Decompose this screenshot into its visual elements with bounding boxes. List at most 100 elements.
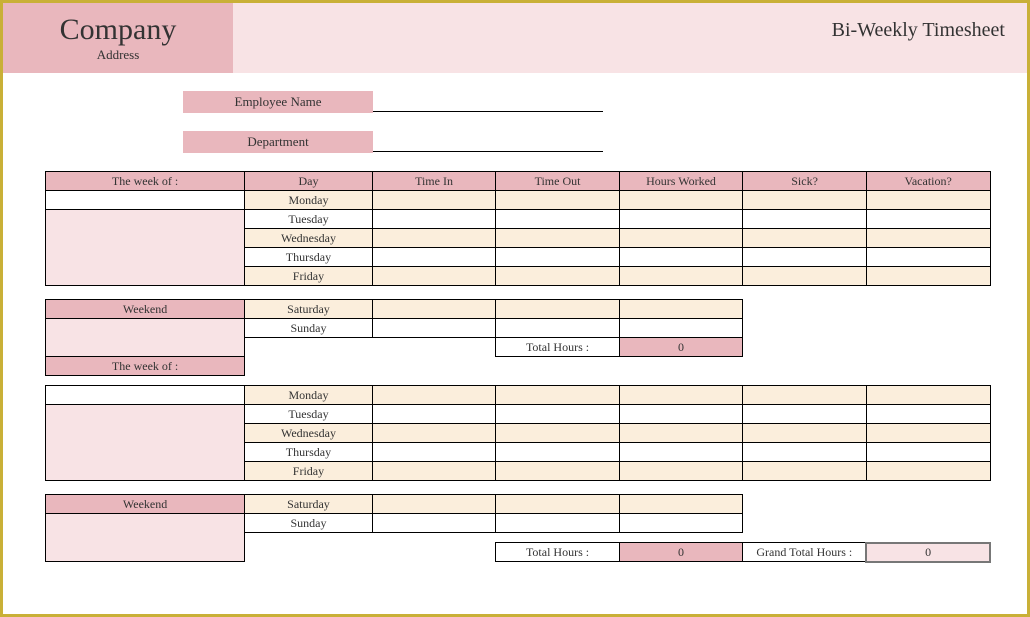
spacer-row	[46, 376, 991, 386]
vacation-cell[interactable]	[866, 229, 990, 248]
sick-cell[interactable]	[743, 248, 867, 267]
time-in-cell[interactable]	[372, 443, 495, 462]
week1-total-hours: 0	[619, 338, 743, 357]
time-in-cell[interactable]	[372, 300, 495, 319]
hours-cell[interactable]	[619, 424, 743, 443]
hours-cell[interactable]	[619, 210, 743, 229]
vacation-cell[interactable]	[866, 248, 990, 267]
table-header-row: The week of : Day Time In Time Out Hours…	[46, 172, 991, 191]
vacation-cell[interactable]	[866, 191, 990, 210]
time-in-cell[interactable]	[372, 386, 495, 405]
vacation-cell[interactable]	[866, 210, 990, 229]
hours-cell[interactable]	[619, 300, 743, 319]
time-out-cell[interactable]	[496, 514, 620, 533]
sick-cell[interactable]	[743, 424, 867, 443]
department-row: Department	[183, 131, 1027, 153]
sick-cell[interactable]	[743, 462, 867, 481]
meta-section: Employee Name Department	[183, 91, 1027, 153]
sick-cell[interactable]	[743, 267, 867, 286]
time-out-cell[interactable]	[496, 319, 620, 338]
vacation-cell[interactable]	[866, 424, 990, 443]
time-in-cell[interactable]	[372, 462, 495, 481]
time-in-cell[interactable]	[372, 210, 495, 229]
company-name: Company	[21, 13, 215, 47]
weekend1-label: Weekend	[46, 300, 245, 319]
hours-cell[interactable]	[619, 319, 743, 338]
time-in-cell[interactable]	[372, 248, 495, 267]
sick-cell[interactable]	[743, 191, 867, 210]
week2-date-top[interactable]	[46, 386, 245, 405]
time-in-cell[interactable]	[372, 495, 495, 514]
week2-of-label: The week of :	[46, 357, 245, 376]
time-out-cell[interactable]	[496, 229, 620, 248]
vacation-cell[interactable]	[866, 462, 990, 481]
time-out-cell[interactable]	[496, 386, 620, 405]
spacer-row	[46, 481, 991, 495]
day-cell: Sunday	[245, 319, 373, 338]
time-in-cell[interactable]	[372, 405, 495, 424]
day-cell: Monday	[245, 191, 373, 210]
time-out-cell[interactable]	[496, 248, 620, 267]
weekend2-label: Weekend	[46, 495, 245, 514]
hours-cell[interactable]	[619, 462, 743, 481]
time-in-cell[interactable]	[372, 319, 495, 338]
table-row: Sunday	[46, 514, 991, 533]
timesheet-table: The week of : Day Time In Time Out Hours…	[45, 171, 991, 563]
hours-cell[interactable]	[619, 495, 743, 514]
sick-cell[interactable]	[743, 443, 867, 462]
col-time-out: Time Out	[496, 172, 620, 191]
hours-cell[interactable]	[619, 443, 743, 462]
hours-cell[interactable]	[619, 229, 743, 248]
time-out-cell[interactable]	[496, 462, 620, 481]
table-row: Tuesday	[46, 210, 991, 229]
week2-header-row: The week of :	[46, 357, 991, 376]
week1-date-top[interactable]	[46, 191, 245, 210]
timesheet-page: Company Address Bi-Weekly Timesheet Empl…	[0, 0, 1030, 617]
table-row: Weekend Saturday	[46, 495, 991, 514]
time-out-cell[interactable]	[496, 300, 620, 319]
vacation-cell[interactable]	[866, 443, 990, 462]
sick-cell[interactable]	[743, 210, 867, 229]
time-out-cell[interactable]	[496, 495, 620, 514]
hours-cell[interactable]	[619, 267, 743, 286]
time-in-cell[interactable]	[372, 191, 495, 210]
sick-cell[interactable]	[743, 386, 867, 405]
employee-value[interactable]	[373, 92, 603, 112]
department-value[interactable]	[373, 132, 603, 152]
total-hours-label: Total Hours :	[496, 338, 620, 357]
time-out-cell[interactable]	[496, 210, 620, 229]
time-in-cell[interactable]	[372, 424, 495, 443]
spacer-row	[46, 286, 991, 300]
hours-cell[interactable]	[619, 514, 743, 533]
time-in-cell[interactable]	[372, 229, 495, 248]
day-cell: Tuesday	[245, 405, 373, 424]
day-cell: Wednesday	[245, 424, 373, 443]
table-row: Weekend Saturday	[46, 300, 991, 319]
day-cell: Saturday	[245, 495, 373, 514]
vacation-cell[interactable]	[866, 267, 990, 286]
time-out-cell[interactable]	[496, 405, 620, 424]
company-address: Address	[21, 47, 215, 63]
vacation-cell[interactable]	[866, 386, 990, 405]
company-block: Company Address	[3, 3, 233, 73]
hours-cell[interactable]	[619, 248, 743, 267]
sick-cell[interactable]	[743, 229, 867, 248]
time-out-cell[interactable]	[496, 191, 620, 210]
day-cell: Friday	[245, 462, 373, 481]
day-cell: Thursday	[245, 443, 373, 462]
department-label: Department	[183, 131, 373, 153]
time-in-cell[interactable]	[372, 267, 495, 286]
week2-total-label: Total Hours :	[496, 543, 620, 562]
col-hours: Hours Worked	[619, 172, 743, 191]
sick-cell[interactable]	[743, 405, 867, 424]
time-in-cell[interactable]	[372, 514, 495, 533]
time-out-cell[interactable]	[496, 267, 620, 286]
time-out-cell[interactable]	[496, 443, 620, 462]
hours-cell[interactable]	[619, 386, 743, 405]
hours-cell[interactable]	[619, 405, 743, 424]
time-out-cell[interactable]	[496, 424, 620, 443]
day-cell: Saturday	[245, 300, 373, 319]
day-cell: Wednesday	[245, 229, 373, 248]
vacation-cell[interactable]	[866, 405, 990, 424]
hours-cell[interactable]	[619, 191, 743, 210]
